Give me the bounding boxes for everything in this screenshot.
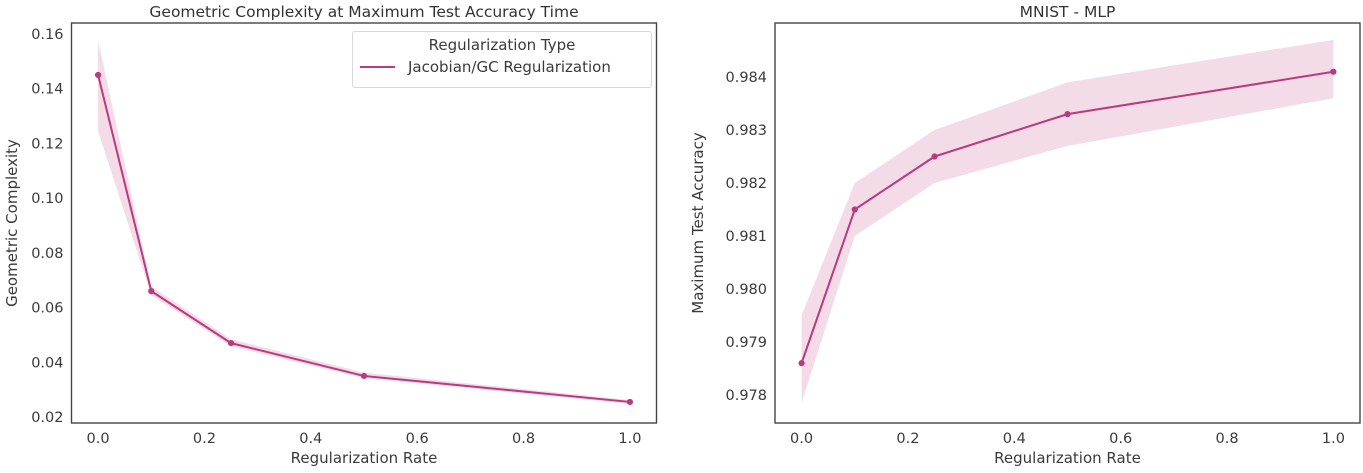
left-y-tick-label: 0.14 <box>31 82 63 98</box>
left-axes-spines <box>70 22 658 424</box>
left-data-point <box>360 372 368 380</box>
left-x-tick-label: 0.4 <box>299 431 322 447</box>
left-chart-title: Geometric Complexity at Maximum Test Acc… <box>149 3 579 21</box>
left-x-axis-label: Regularization Rate <box>290 449 438 467</box>
left-x-tick-label: 0.8 <box>512 431 535 447</box>
legend-box: Regularization Type Jacobian/GC Regulari… <box>352 31 652 88</box>
right-x-tick-label: 0.4 <box>1003 431 1026 447</box>
left-data-point <box>227 340 235 347</box>
right-data-point <box>1330 68 1337 75</box>
right-axes-spines <box>774 22 1361 424</box>
right-y-tick-label: 0.981 <box>725 229 767 245</box>
left-y-axis-label: Geometric Complexity <box>3 139 21 307</box>
line-swatch-icon <box>360 66 395 68</box>
right-x-tick-label: 0.8 <box>1216 431 1239 447</box>
left-y-tick-label: 0.12 <box>31 136 63 152</box>
left-x-tick-label: 0.6 <box>406 431 429 447</box>
right-data-point <box>1064 111 1071 118</box>
right-data-point <box>851 206 858 213</box>
right-x-tick-label: 1.0 <box>1322 431 1345 447</box>
left-y-tick-label: 0.06 <box>31 301 63 317</box>
legend-entry-label: Jacobian/GC Regularization <box>408 58 611 76</box>
right-x-axis-label: Regularization Rate <box>994 449 1141 467</box>
right-y-tick-label: 0.982 <box>725 176 767 192</box>
legend-title: Regularization Type <box>428 36 576 54</box>
left-y-tick-label: 0.04 <box>31 355 63 371</box>
left-y-tick-label: 0.02 <box>31 410 63 426</box>
left-y-tick-label: 0.16 <box>31 27 63 43</box>
right-x-tick-label: 0.6 <box>1109 431 1132 447</box>
right-data-point <box>931 153 938 160</box>
right-chart-title: MNIST - MLP <box>1019 3 1116 21</box>
left-x-tick-label: 0.2 <box>193 431 216 447</box>
right-y-axis-label: Maximum Test Accuracy <box>689 132 707 314</box>
right-confidence-band <box>801 39 1334 403</box>
left-data-point <box>626 398 634 406</box>
right-data-point <box>798 360 805 367</box>
right-y-tick-label: 0.984 <box>725 70 767 86</box>
right-y-tick-label: 0.978 <box>725 388 767 404</box>
right-y-tick-label: 0.980 <box>725 282 767 298</box>
right-x-tick-label: 0.0 <box>790 431 813 447</box>
left-x-tick-label: 1.0 <box>618 431 641 447</box>
right-y-tick-label: 0.979 <box>725 335 767 351</box>
left-plot-area <box>71 23 657 423</box>
left-y-tick-label: 0.08 <box>31 246 63 262</box>
left-data-point <box>94 71 102 79</box>
left-data-point <box>148 288 155 295</box>
right-y-tick-label: 0.983 <box>725 123 767 139</box>
legend-entry: Jacobian/GC Regularization <box>360 58 651 76</box>
left-y-tick-label: 0.10 <box>31 191 63 207</box>
right-x-tick-label: 0.2 <box>896 431 919 447</box>
left-x-tick-label: 0.0 <box>87 431 110 447</box>
